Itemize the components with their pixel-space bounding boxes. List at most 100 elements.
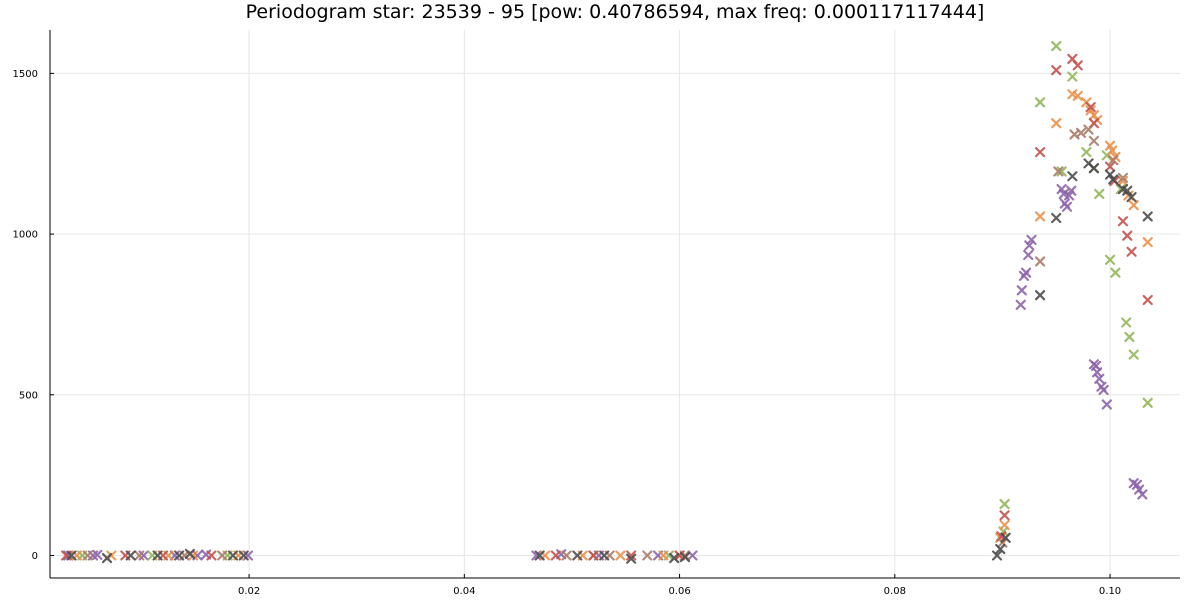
data-point xyxy=(206,550,217,561)
data-point xyxy=(1053,166,1064,177)
data-point xyxy=(1034,290,1046,301)
data-point xyxy=(217,550,228,561)
data-point xyxy=(1088,110,1100,121)
x-tick-label: 0.02 xyxy=(238,586,260,597)
data-point xyxy=(1058,188,1069,200)
data-point xyxy=(1104,161,1116,172)
data-point xyxy=(1067,71,1078,82)
data-point xyxy=(588,550,599,561)
data-point xyxy=(1034,211,1046,222)
data-point xyxy=(1117,172,1129,183)
data-point xyxy=(152,550,163,561)
y-tick-label: 0 xyxy=(32,551,38,562)
data-point xyxy=(125,550,136,561)
data-point xyxy=(1015,299,1026,310)
data-point xyxy=(1024,240,1035,251)
data-point xyxy=(101,552,113,564)
data-point xyxy=(1034,97,1046,108)
data-point xyxy=(1128,349,1139,360)
data-point xyxy=(991,550,1003,561)
data-point xyxy=(1026,234,1037,245)
series-5 xyxy=(66,158,1153,564)
grid-layer xyxy=(50,30,1180,578)
data-point xyxy=(1088,163,1100,174)
data-point xyxy=(1104,140,1116,151)
data-point xyxy=(995,543,1006,555)
series-0 xyxy=(63,183,1148,561)
data-point xyxy=(1101,399,1112,410)
data-point xyxy=(1023,249,1034,261)
data-point xyxy=(1056,166,1067,177)
x-tick-label: 0.04 xyxy=(453,586,475,597)
data-point xyxy=(615,550,626,561)
data-point xyxy=(999,519,1010,531)
data-point xyxy=(1126,192,1137,203)
data-point xyxy=(1094,373,1105,384)
data-point xyxy=(599,550,610,561)
data-point xyxy=(1021,267,1032,278)
data-point xyxy=(1134,484,1145,495)
series-3 xyxy=(61,53,1153,561)
data-point xyxy=(227,550,239,561)
data-point xyxy=(1064,190,1075,201)
data-point xyxy=(1085,102,1096,113)
data-point xyxy=(999,510,1010,521)
data-point xyxy=(238,550,249,561)
data-point xyxy=(134,550,145,561)
data-point xyxy=(1121,317,1132,328)
data-point xyxy=(1117,216,1129,227)
scatter-points xyxy=(61,40,1153,564)
data-point xyxy=(174,550,185,561)
data-point xyxy=(572,550,583,561)
data-point xyxy=(1108,174,1119,185)
data-point xyxy=(92,549,103,560)
data-point xyxy=(1072,60,1083,71)
y-tick-label: 500 xyxy=(19,390,38,401)
data-point xyxy=(1128,200,1139,211)
data-point xyxy=(1085,105,1096,116)
data-point xyxy=(531,550,542,561)
data-point xyxy=(1124,331,1135,343)
series-1 xyxy=(77,40,1153,561)
data-point xyxy=(1051,212,1062,224)
data-point xyxy=(1098,384,1109,396)
data-point xyxy=(534,550,545,561)
data-point xyxy=(1142,211,1153,222)
y-tick-label: 1000 xyxy=(13,230,38,241)
chart-title: Periodogram star: 23539 - 95 [pow: 0.407… xyxy=(246,1,985,23)
data-point xyxy=(1051,65,1062,76)
data-point xyxy=(1061,201,1073,212)
x-tick-label: 0.08 xyxy=(884,586,906,597)
data-point xyxy=(1126,246,1137,257)
data-point xyxy=(1067,171,1078,182)
data-point xyxy=(1051,118,1062,129)
data-point xyxy=(1088,135,1100,146)
data-point xyxy=(1108,155,1119,166)
data-point xyxy=(626,550,637,561)
data-point xyxy=(550,550,561,561)
tick-labels: 0.02 0.04 0.06 0.08 0.10 0 500 1000 1500 xyxy=(13,69,1122,597)
data-point xyxy=(1117,175,1129,187)
data-point xyxy=(1142,237,1153,248)
data-point xyxy=(1075,127,1087,138)
data-point xyxy=(82,550,93,561)
data-point xyxy=(1081,147,1092,158)
data-point xyxy=(1051,40,1062,52)
data-point xyxy=(63,550,74,561)
axis-layer xyxy=(49,30,1180,579)
data-point xyxy=(658,550,669,561)
data-point xyxy=(1110,267,1121,278)
data-point xyxy=(1034,147,1046,158)
data-point xyxy=(1104,254,1116,265)
data-point xyxy=(1067,89,1078,100)
data-point xyxy=(679,552,691,563)
data-point xyxy=(1122,185,1133,196)
data-point xyxy=(679,550,691,561)
data-point xyxy=(1000,532,1011,543)
data-point xyxy=(561,550,572,561)
data-point xyxy=(1122,230,1133,241)
series-2 xyxy=(71,89,1153,561)
data-point xyxy=(1066,185,1077,196)
data-point xyxy=(642,550,653,561)
